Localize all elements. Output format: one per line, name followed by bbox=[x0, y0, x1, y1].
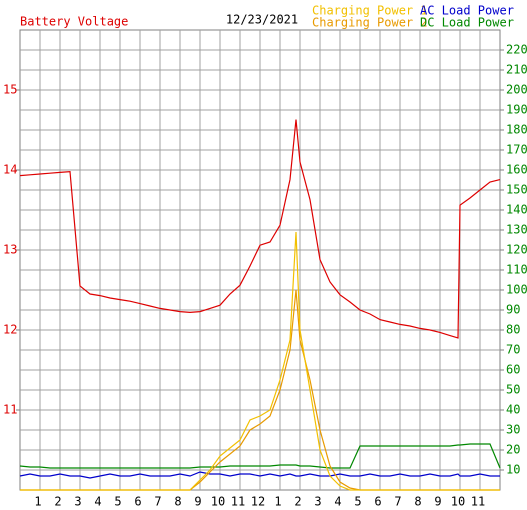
y-tick-label: 11 bbox=[3, 403, 17, 417]
chart-title: 12/23/2021 bbox=[226, 13, 298, 27]
legend-entry: Charging Power 2 bbox=[312, 16, 428, 30]
x-tick-label: 4 bbox=[334, 495, 341, 509]
y2-tick-label: 70 bbox=[506, 343, 520, 357]
legend-entry: Battery Voltage bbox=[20, 15, 128, 29]
x-tick-label: 9 bbox=[194, 495, 201, 509]
x-tick-label: 5 bbox=[354, 495, 361, 509]
y2-tick-label: 130 bbox=[506, 223, 527, 237]
y2-tick-label: 20 bbox=[506, 443, 520, 457]
y2-tick-label: 210 bbox=[506, 63, 527, 77]
y2-tick-label: 100 bbox=[506, 283, 527, 297]
legend-entry: Charging Power 1 bbox=[312, 4, 428, 18]
series-line bbox=[19, 443, 501, 469]
x-tick-label: 6 bbox=[134, 495, 141, 509]
x-tick-label: 4 bbox=[94, 495, 101, 509]
x-tick-label: 12 bbox=[251, 495, 265, 509]
y-tick-label: 13 bbox=[3, 243, 17, 257]
x-tick-label: 8 bbox=[174, 495, 181, 509]
y-tick-label: 15 bbox=[3, 83, 17, 97]
x-tick-label: 1 bbox=[34, 495, 41, 509]
y2-tick-label: 200 bbox=[506, 83, 527, 97]
y2-tick-label: 10 bbox=[506, 463, 520, 477]
x-tick-label: 1 bbox=[274, 495, 281, 509]
y2-tick-label: 170 bbox=[506, 143, 527, 157]
x-tick-label: 10 bbox=[211, 495, 225, 509]
x-tick-label: 2 bbox=[54, 495, 61, 509]
y2-tick-label: 180 bbox=[506, 123, 527, 137]
y2-tick-label: 140 bbox=[506, 203, 527, 217]
x-tick-label: 10 bbox=[451, 495, 465, 509]
y2-tick-label: 60 bbox=[506, 363, 520, 377]
y2-tick-label: 30 bbox=[506, 423, 520, 437]
x-tick-label: 3 bbox=[74, 495, 81, 509]
x-tick-label: 2 bbox=[294, 495, 301, 509]
y2-tick-label: 120 bbox=[506, 243, 527, 257]
y2-tick-label: 160 bbox=[506, 163, 527, 177]
y2-tick-label: 190 bbox=[506, 103, 527, 117]
legend-entry: AC Load Power bbox=[420, 4, 514, 18]
x-tick-label: 8 bbox=[414, 495, 421, 509]
y2-tick-label: 110 bbox=[506, 263, 527, 277]
y2-tick-label: 40 bbox=[506, 403, 520, 417]
x-tick-label: 7 bbox=[154, 495, 161, 509]
y2-tick-label: 80 bbox=[506, 323, 520, 337]
x-tick-label: 3 bbox=[314, 495, 321, 509]
x-tick-label: 9 bbox=[434, 495, 441, 509]
x-tick-label: 11 bbox=[471, 495, 485, 509]
x-tick-label: 5 bbox=[114, 495, 121, 509]
y2-tick-label: 220 bbox=[506, 43, 527, 57]
x-tick-label: 6 bbox=[374, 495, 381, 509]
y2-tick-label: 50 bbox=[506, 383, 520, 397]
y-tick-label: 12 bbox=[3, 323, 17, 337]
y-tick-label: 14 bbox=[3, 163, 17, 177]
y2-tick-label: 90 bbox=[506, 303, 520, 317]
x-tick-label: 11 bbox=[231, 495, 245, 509]
series-line bbox=[19, 119, 501, 339]
y2-tick-label: 150 bbox=[506, 183, 527, 197]
legend-entry: DC Load Power bbox=[420, 16, 514, 30]
series-line bbox=[20, 231, 500, 491]
series-line bbox=[19, 471, 500, 479]
x-tick-label: 7 bbox=[394, 495, 401, 509]
